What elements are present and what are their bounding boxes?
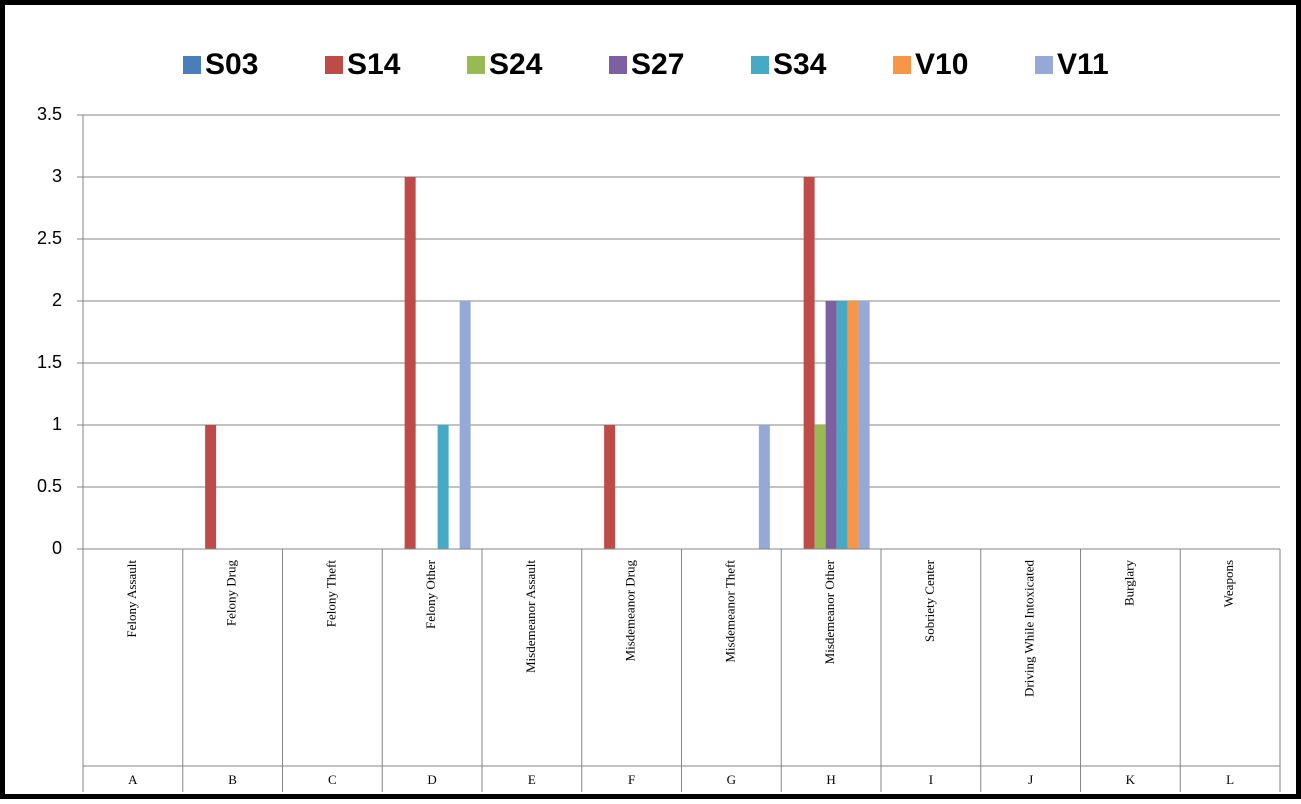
y-tick-label: 3.5	[37, 104, 62, 124]
x-tick-label: Weapons	[1221, 560, 1236, 607]
y-tick-label: 0	[52, 538, 62, 558]
x-tick-label: Misdemeanor Theft	[722, 560, 737, 663]
category-code: A	[128, 772, 138, 787]
x-tick-label: Driving While Intoxicated	[1022, 560, 1037, 697]
category-code: K	[1126, 772, 1136, 787]
legend-label: S34	[773, 48, 827, 81]
x-tick-label: Misdemeanor Assault	[523, 560, 538, 673]
category-code: B	[228, 772, 237, 787]
category-code: E	[528, 772, 536, 787]
x-tick-label: Misdemeanor Other	[822, 559, 837, 664]
bar	[858, 301, 870, 549]
category-code: G	[727, 772, 736, 787]
x-tick-label: Felony Assault	[124, 560, 139, 638]
bar	[437, 425, 449, 549]
legend-label: S24	[489, 48, 543, 81]
category-code: F	[628, 772, 635, 787]
bar	[825, 301, 837, 549]
category-code: C	[328, 772, 337, 787]
y-tick-label: 0.5	[37, 476, 62, 496]
legend-swatch	[893, 56, 911, 74]
legend-label: S14	[347, 48, 401, 81]
bar	[847, 301, 859, 549]
y-tick-label: 3	[52, 166, 62, 186]
legend-label: S27	[631, 48, 684, 81]
bar	[836, 301, 848, 549]
legend-swatch	[751, 56, 769, 74]
legend-swatch	[1035, 56, 1053, 74]
bar	[604, 425, 616, 549]
x-tick-label: Misdemeanor Drug	[623, 560, 638, 662]
category-code: I	[929, 772, 933, 787]
bar	[459, 301, 471, 549]
bar	[814, 425, 826, 549]
x-tick-label: Felony Other	[423, 559, 438, 629]
legend-label: S03	[205, 48, 258, 81]
x-tick-label: Sobriety Center	[922, 559, 937, 642]
legend-label: V11	[1057, 48, 1109, 81]
y-tick-label: 2	[52, 290, 62, 310]
legend-swatch	[467, 56, 485, 74]
bar	[404, 177, 416, 549]
category-code: J	[1028, 772, 1033, 787]
y-tick-label: 1	[52, 414, 62, 434]
category-code: D	[427, 772, 436, 787]
category-code: L	[1226, 772, 1234, 787]
x-tick-label: Burglary	[1121, 560, 1136, 606]
bar	[758, 425, 770, 549]
legend-label: V10	[915, 48, 968, 81]
bar	[803, 177, 815, 549]
legend-swatch	[183, 56, 201, 74]
legend-swatch	[325, 56, 343, 74]
y-tick-label: 2.5	[37, 228, 62, 248]
category-code: H	[826, 772, 835, 787]
legend-swatch	[609, 56, 627, 74]
x-tick-label: Felony Theft	[323, 560, 338, 628]
y-tick-label: 1.5	[37, 352, 62, 372]
bar	[205, 425, 217, 549]
x-tick-label: Felony Drug	[224, 560, 239, 627]
